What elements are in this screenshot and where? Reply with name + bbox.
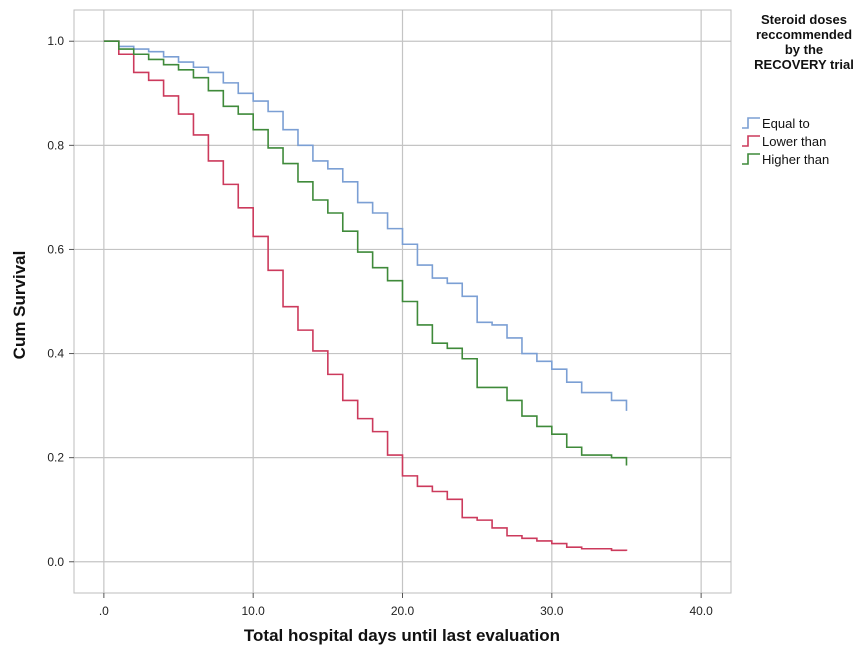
x-tick-label: 20.0	[391, 604, 415, 618]
series-line-higher-than	[103, 40, 628, 466]
x-axis-title: Total hospital days until last evaluatio…	[244, 626, 560, 645]
legend-label: Equal to	[762, 116, 810, 131]
series-line-lower-than	[103, 40, 628, 552]
y-tick-label: 0.8	[47, 138, 64, 152]
y-tick-label: 1.0	[47, 34, 64, 48]
legend-title-line: RECOVERY trial	[754, 57, 854, 72]
x-tick-label: 10.0	[242, 604, 266, 618]
legend-swatch	[742, 135, 760, 147]
legend-title-line: Steroid doses	[761, 12, 847, 27]
y-tick-label: 0.2	[47, 451, 64, 465]
x-tick-label: .0	[99, 604, 109, 618]
y-tick-label: 0.6	[47, 242, 64, 256]
legend-items: Equal to Lower than Higher than	[742, 116, 829, 167]
x-axis-ticks: .0 10.0 20.0 30.0 40.0	[99, 593, 713, 618]
x-tick-label: 30.0	[540, 604, 564, 618]
legend-title-line: reccommended	[756, 27, 852, 42]
y-axis-title: Cum Survival	[10, 251, 29, 360]
y-tick-label: 0.0	[47, 555, 64, 569]
legend-label: Higher than	[762, 152, 829, 167]
series-line-equal-to	[103, 40, 628, 411]
x-tick-label: 40.0	[689, 604, 713, 618]
legend-swatch	[742, 117, 760, 129]
y-axis-ticks: 0.0 0.2 0.4 0.6 0.8 1.0	[47, 34, 74, 569]
legend-label: Lower than	[762, 134, 826, 149]
legend-swatch	[742, 153, 760, 165]
y-tick-label: 0.4	[47, 347, 64, 361]
legend-title-line: by the	[785, 42, 823, 57]
series-layer	[103, 40, 628, 552]
